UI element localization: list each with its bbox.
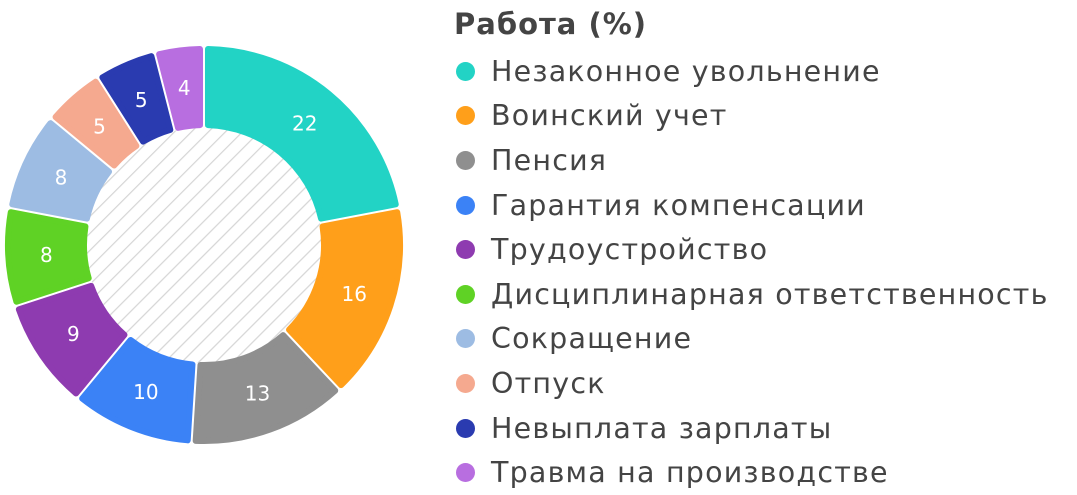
slice-value-label: 4 [178, 76, 191, 100]
donut-slice [79, 336, 196, 444]
slice-value-label: 16 [342, 282, 367, 306]
donut-slice [52, 78, 140, 169]
legend-swatch [456, 329, 475, 349]
legend-item: Незаконное увольнение [454, 49, 1074, 94]
legend-swatch [456, 106, 475, 126]
legend-item: Сокращение [454, 317, 1074, 362]
slice-value-label: 13 [245, 382, 270, 406]
slice-labels: 22 16 13 10 9 8 8 5 5 4 [40, 76, 367, 405]
legend-label: Отпуск [491, 366, 606, 400]
legend-swatch [456, 418, 475, 438]
legend-label: Дисциплинарная ответственность [491, 277, 1049, 311]
legend-item: Гарантия компенсации [454, 183, 1074, 228]
legend-label: Воинский учет [491, 99, 728, 133]
legend-label: Трудоустройство [491, 233, 769, 267]
donut-center-hatch [86, 127, 322, 363]
legend-swatch [456, 195, 475, 215]
legend: Работа (%) Незаконное увольнение Воинский… [454, 4, 1074, 495]
slice-value-label: 5 [93, 114, 106, 138]
donut-slice [15, 282, 128, 397]
legend-label: Пенсия [491, 143, 608, 177]
legend-label: Гарантия компенсации [491, 188, 866, 222]
slice-value-label: 8 [40, 243, 53, 267]
donut-slice [99, 53, 174, 145]
slice-value-label: 9 [67, 322, 80, 346]
slice-value-label: 22 [292, 111, 317, 135]
legend-item: Травма на производстве [454, 450, 1074, 495]
legend-item: Отпуск [454, 361, 1074, 406]
donut-slices [5, 46, 403, 444]
legend-item: Трудоустройство [454, 227, 1074, 272]
legend-label: Невыплата зарплаты [491, 411, 833, 445]
donut-slice [156, 46, 204, 131]
slice-value-label: 8 [55, 166, 68, 190]
legend-swatch [456, 240, 475, 260]
legend-item: Воинский учет [454, 94, 1074, 139]
legend-label: Травма на производстве [491, 456, 889, 490]
donut-chart: 22 16 13 10 9 8 8 5 5 4 [5, 46, 403, 444]
legend-label: Сокращение [491, 322, 693, 356]
legend-swatch [456, 150, 475, 170]
donut-slice [192, 332, 339, 444]
donut-slice [5, 209, 92, 305]
legend-item: Пенсия [454, 138, 1074, 183]
slice-value-label: 10 [133, 380, 158, 404]
legend-swatch [456, 373, 475, 393]
legend-item: Невыплата зарплаты [454, 406, 1074, 451]
legend-swatch [456, 61, 475, 81]
legend-item: Дисциплинарная ответственность [454, 272, 1074, 317]
legend-items: Незаконное увольнение Воинский учет Пенсия… [454, 49, 1074, 495]
donut-slice [9, 120, 113, 222]
donut-slice [286, 209, 403, 389]
chart-title: Работа (%) [454, 7, 648, 41]
legend-swatch [456, 284, 475, 304]
donut-slice [204, 46, 399, 222]
legend-swatch [456, 463, 475, 483]
legend-label: Незаконное увольнение [491, 54, 881, 88]
slice-value-label: 5 [135, 88, 148, 112]
